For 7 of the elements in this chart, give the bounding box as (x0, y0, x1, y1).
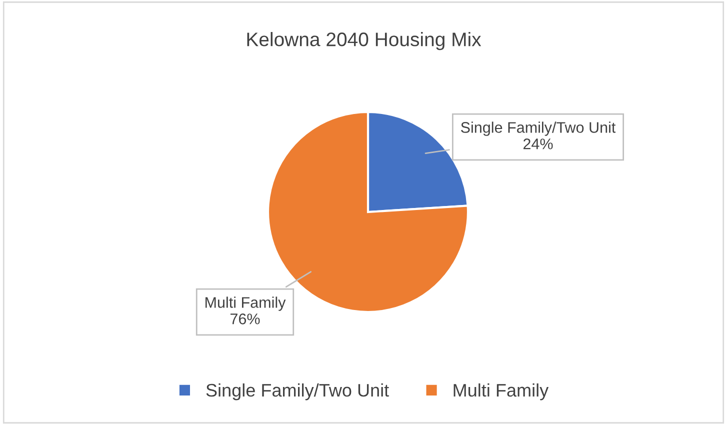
legend-label: Single Family/Two Unit (206, 383, 389, 400)
data-label: 24% (523, 138, 553, 150)
chart-title: Kelowna 2040 Housing Mix (247, 32, 482, 50)
data-label: 76% (230, 314, 260, 324)
slice-label: Single Family/Two Unit (461, 122, 616, 136)
legend-label: Multi Family (454, 383, 549, 400)
slice-label: Multi Family (206, 296, 286, 311)
